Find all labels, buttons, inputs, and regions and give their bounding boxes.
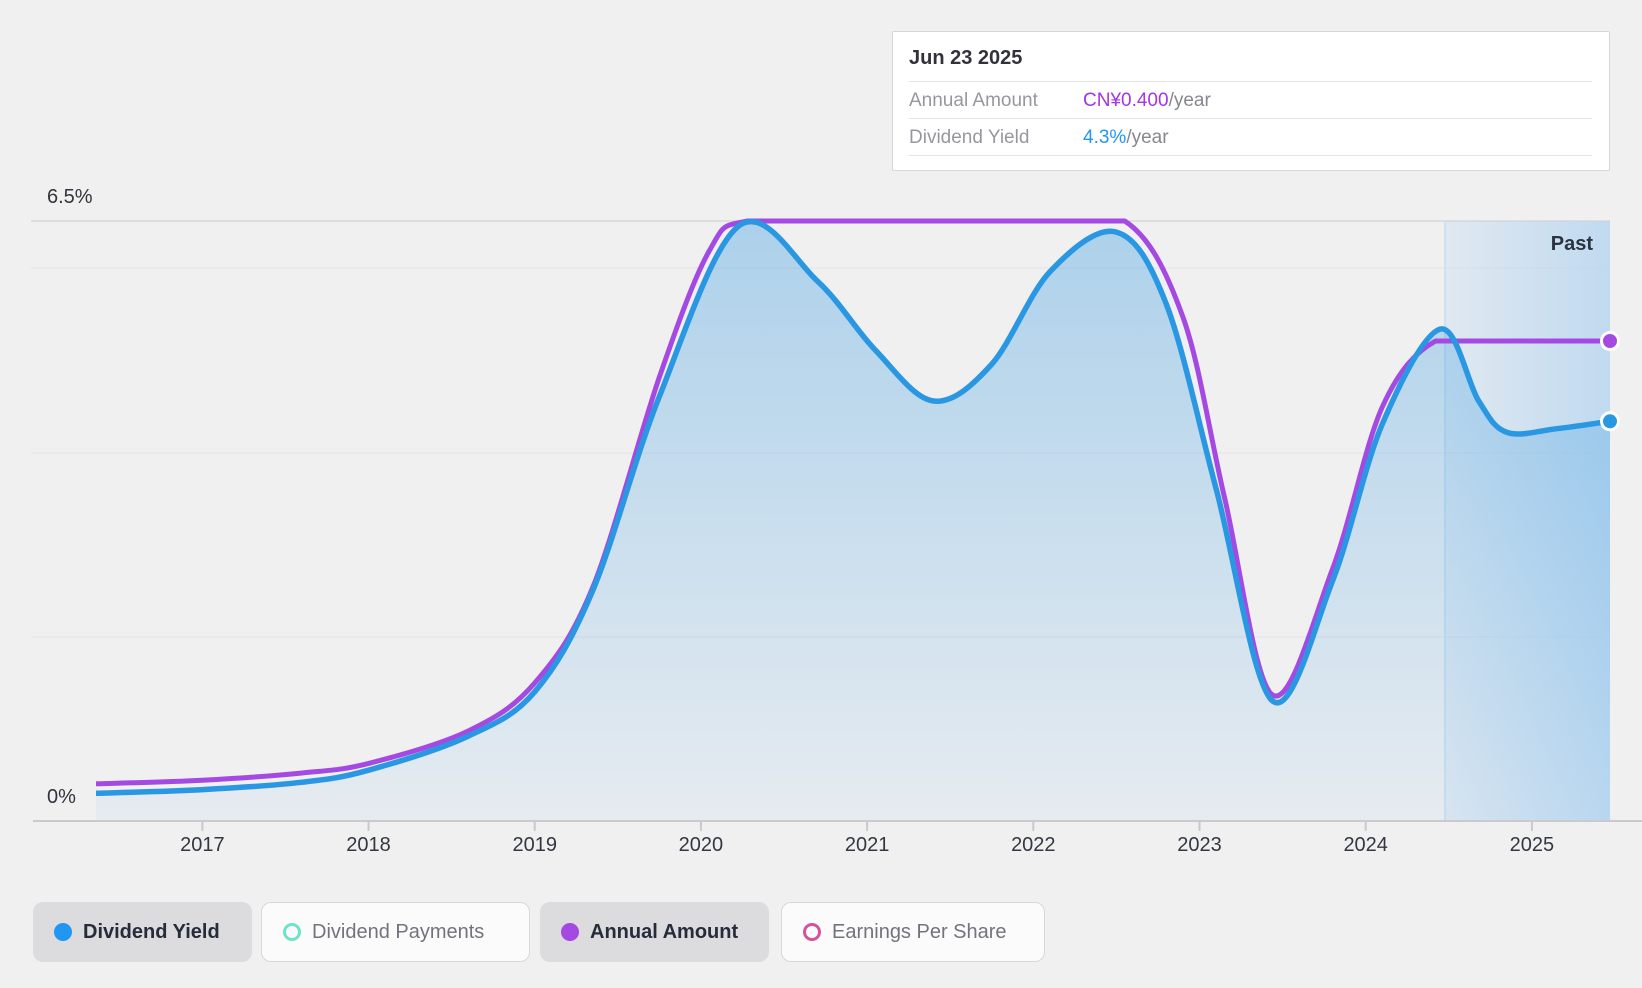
dividend-yield-endpoint[interactable] xyxy=(1600,411,1620,432)
tooltip-label: Dividend Yield xyxy=(909,127,1030,148)
tooltip-suffix: /year xyxy=(1168,90,1211,111)
tooltip-label: Annual Amount xyxy=(909,90,1038,111)
legend-button-dividend-yield[interactable]: Dividend Yield xyxy=(33,902,252,962)
tooltip-suffix: /year xyxy=(1126,127,1169,148)
tooltip-value: CN¥0.400 xyxy=(1083,90,1169,111)
x-axis-label: 2024 xyxy=(1343,834,1388,856)
y-axis-max-label: 6.5% xyxy=(47,186,93,208)
tooltip-row-dividend-yield: Dividend Yield 4.3%/year xyxy=(909,119,1592,156)
tooltip-value: 4.3% xyxy=(1083,127,1127,148)
annual-amount-dot-icon xyxy=(561,923,579,941)
annual-amount-endpoint[interactable] xyxy=(1600,331,1620,351)
x-axis-label: 2017 xyxy=(180,834,225,856)
x-axis xyxy=(33,820,1642,831)
legend-label: Annual Amount xyxy=(590,920,739,943)
x-axis-label: 2025 xyxy=(1509,834,1555,856)
x-axis-label: 2018 xyxy=(346,834,391,856)
legend-label: Dividend Yield xyxy=(83,920,220,943)
annual-amount-line xyxy=(96,218,1610,787)
x-axis-label: 2019 xyxy=(512,834,557,856)
legend-button-dividend-payments[interactable]: Dividend Payments xyxy=(261,902,530,962)
legend-label: Dividend Payments xyxy=(312,920,485,943)
tooltip-row-annual-amount: Annual Amount CN¥0.400/year xyxy=(909,82,1592,119)
dividend-yield-line xyxy=(96,218,1610,797)
x-axis-label: 2021 xyxy=(844,834,890,856)
tooltip-date: Jun 23 2025 xyxy=(909,32,1592,82)
y-axis-min-label: 0% xyxy=(47,786,76,808)
legend-label: Earnings Per Share xyxy=(832,920,1007,943)
earnings-per-share-circle-icon xyxy=(803,923,821,941)
x-axis-label: 2020 xyxy=(678,834,724,856)
legend-button-annual-amount[interactable]: Annual Amount xyxy=(540,902,769,962)
dividend-yield-dot-icon xyxy=(54,923,72,941)
dividend-yield-area xyxy=(96,221,1610,821)
chart-tooltip: Jun 23 2025 Annual Amount CN¥0.400/year … xyxy=(892,31,1610,171)
x-axis-label: 2023 xyxy=(1177,834,1222,856)
dividend-payments-circle-icon xyxy=(283,923,301,941)
x-axis-label: 2022 xyxy=(1011,834,1056,856)
past-region-label: Past xyxy=(1550,233,1593,255)
legend-button-earnings-per-share[interactable]: Earnings Per Share xyxy=(781,902,1045,962)
